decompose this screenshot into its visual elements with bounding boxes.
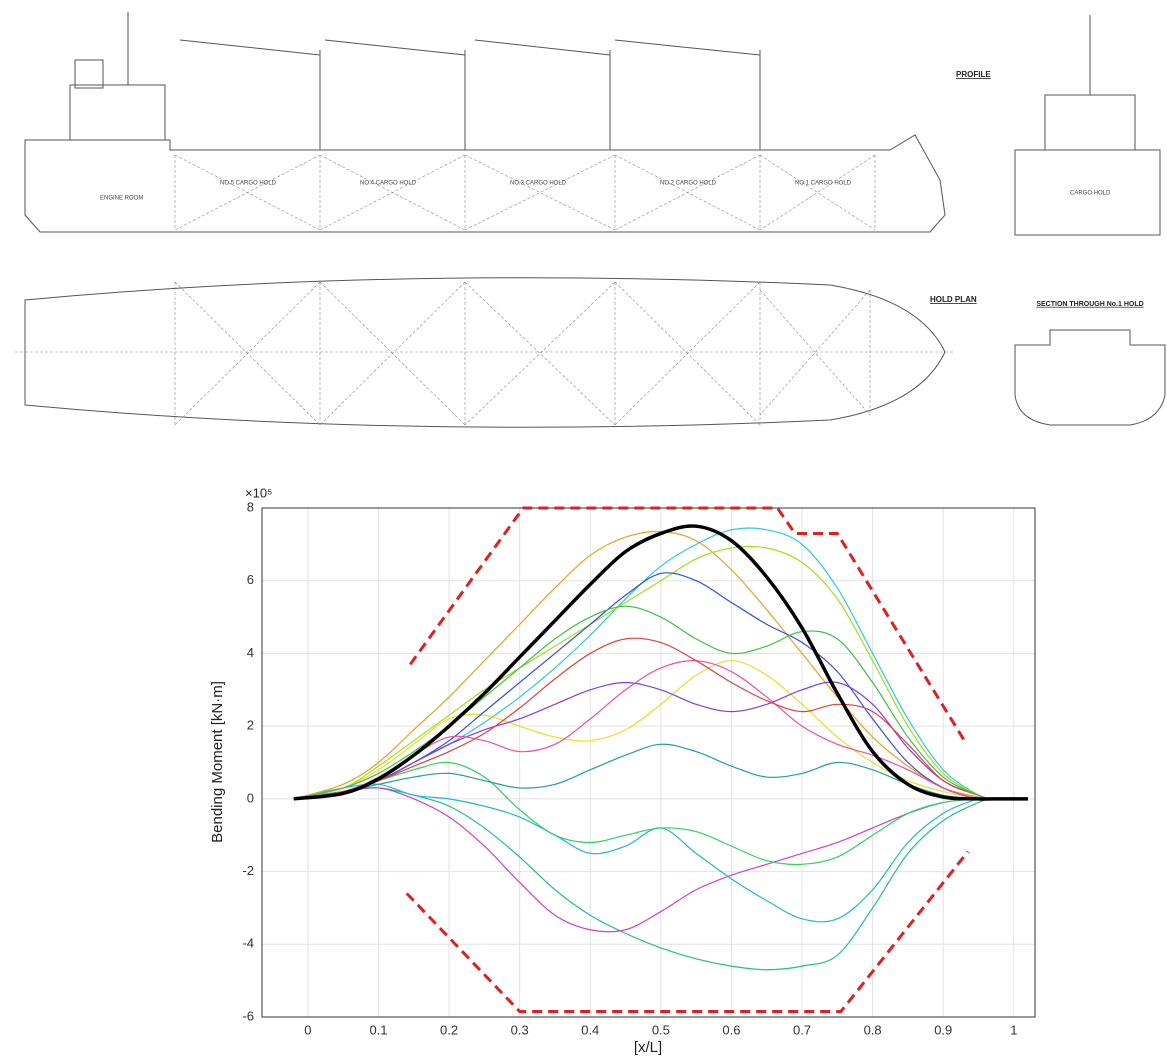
x-tick-label: 0.3 [511, 1022, 529, 1037]
x-axis-label: [x/L] [634, 1039, 662, 1056]
y-tick-label: 2 [247, 718, 254, 733]
limit-line [405, 850, 970, 1014]
x-tick-label: 1 [1010, 1022, 1017, 1037]
data-line [293, 660, 1028, 801]
plot-frame [261, 507, 1036, 1018]
hold-plan-hull [24, 277, 946, 428]
profile-title: PROFILE [956, 70, 991, 79]
hold-plan-holds [15, 281, 955, 426]
data-line [293, 783, 1028, 923]
x-tick-label: 0.2 [440, 1022, 458, 1037]
x-tick-label: 0.5 [652, 1022, 670, 1037]
data-line [293, 524, 1028, 801]
profile-hull [24, 134, 946, 233]
section-label: CARGO HOLD [1070, 191, 1111, 197]
section-superstructure [1044, 94, 1136, 151]
compartment-label: ENGINE ROOM [100, 196, 143, 202]
accommodation [69, 84, 166, 141]
data-line [293, 681, 1028, 800]
y-tick-label: -6 [242, 1008, 254, 1023]
data-line [293, 660, 1028, 800]
y-tick-label: 0 [247, 790, 254, 805]
section-title: SECTION THROUGH No.1 HOLD [1036, 301, 1143, 308]
x-tick-label: 0.4 [581, 1022, 599, 1037]
compartment-label: NO.3 CARGO HOLD [510, 181, 567, 187]
y-multiplier: ×10⁵ [245, 485, 272, 500]
y-tick-label: 4 [247, 645, 254, 660]
x-tick-label: 0 [304, 1022, 311, 1037]
y-tick-label: 8 [247, 499, 254, 514]
data-line [293, 787, 1028, 971]
x-tick-label: 0.6 [722, 1022, 740, 1037]
ship-drawings: PROFILE HOLD PLAN SECTION THROUGH No.1 H… [15, 12, 1166, 428]
x-tick-label: 0.8 [864, 1022, 882, 1037]
data-line [293, 530, 1028, 800]
limit-line [409, 506, 966, 742]
x-tick-label: 0.7 [793, 1022, 811, 1037]
compartment-label: NO.5 CARGO HOLD [220, 181, 277, 187]
compartment-label: NO.2 CARGO HOLD [660, 181, 717, 187]
data-line [293, 572, 1028, 801]
y-tick-label: -4 [242, 936, 254, 951]
cranes [179, 39, 761, 150]
section-hold [1014, 329, 1166, 426]
compartment-label: NO.1 CARGO HOLD [795, 181, 852, 187]
compartment-label: NO.4 CARGO HOLD [360, 181, 417, 187]
data-line [293, 637, 1028, 800]
y-axis-label: Bending Moment [kN·m] [209, 681, 226, 843]
hold-plan-title: HOLD PLAN [930, 295, 977, 304]
x-tick-label: 0.9 [934, 1022, 952, 1037]
x-tick-label: 0.1 [369, 1022, 387, 1037]
data-line [293, 743, 1028, 800]
data-line [293, 545, 1028, 800]
funnel [74, 59, 104, 89]
data-line [293, 761, 1028, 866]
profile-holds [174, 154, 876, 231]
y-tick-label: -2 [242, 863, 254, 878]
chart: ×10⁵ [x/L] Bending Moment [kN·m] -6 -4 -2 0… [209, 485, 1036, 1056]
y-tick-label: 6 [247, 572, 254, 587]
